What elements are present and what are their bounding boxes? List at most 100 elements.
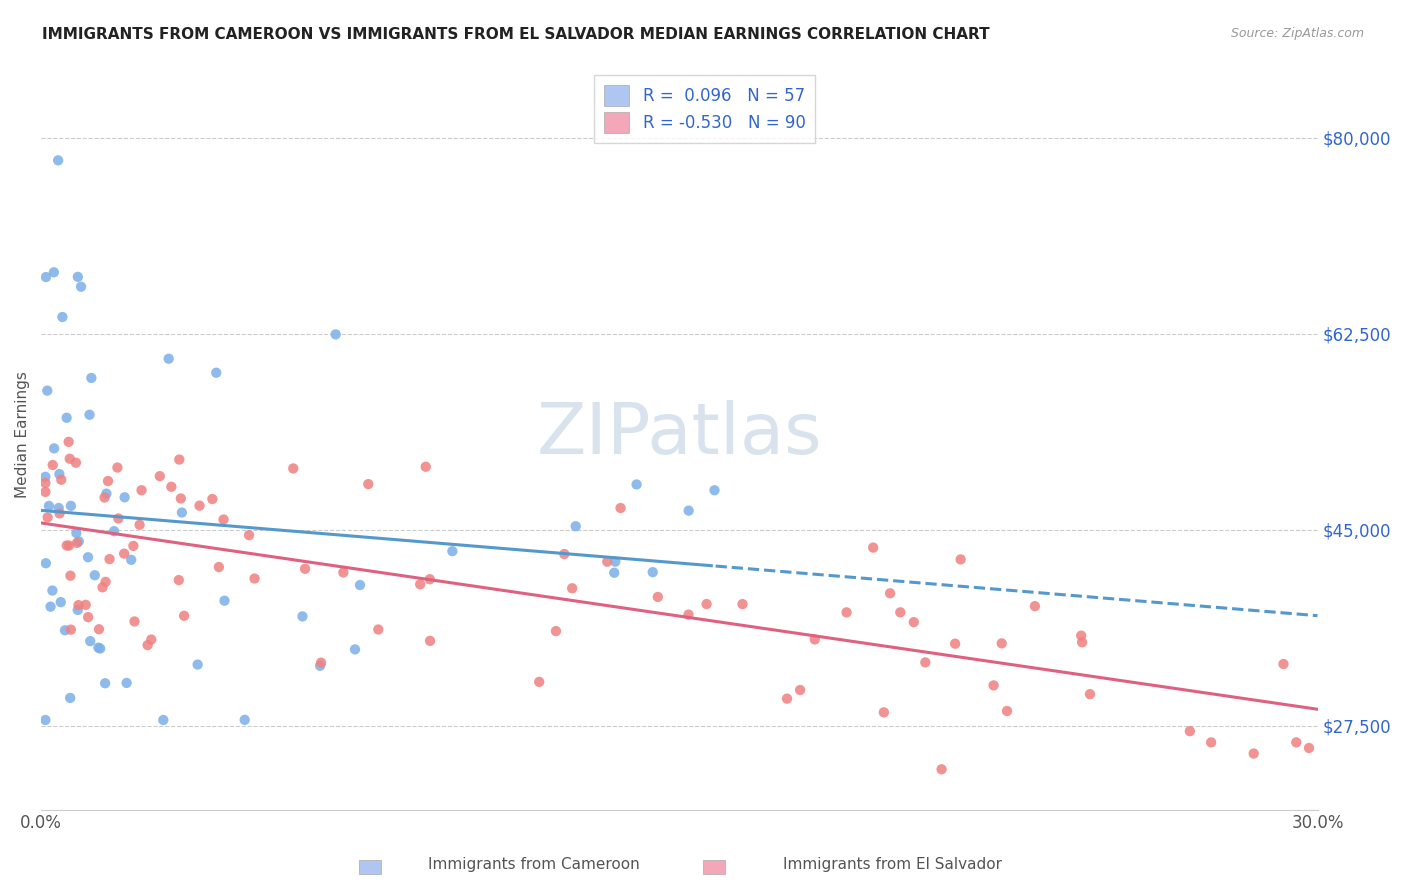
Point bbox=[873, 706, 896, 720]
Point bbox=[789, 683, 811, 698]
Point bbox=[776, 691, 799, 706]
Point bbox=[157, 351, 180, 366]
Text: Source: ZipAtlas.com: Source: ZipAtlas.com bbox=[1230, 27, 1364, 40]
Point bbox=[983, 678, 1005, 692]
Point bbox=[38, 499, 60, 513]
Point bbox=[122, 539, 145, 553]
Point bbox=[41, 583, 63, 598]
Text: ZIPatlas: ZIPatlas bbox=[537, 401, 823, 469]
Point bbox=[419, 633, 441, 648]
Point bbox=[58, 434, 80, 449]
Point bbox=[1078, 687, 1101, 701]
Point bbox=[39, 599, 62, 614]
Point bbox=[1024, 599, 1046, 614]
Point bbox=[107, 511, 129, 525]
Point bbox=[94, 676, 117, 690]
Point bbox=[309, 656, 332, 670]
Point bbox=[75, 598, 97, 612]
Point bbox=[167, 573, 190, 587]
Point bbox=[626, 477, 648, 491]
Point bbox=[914, 656, 936, 670]
Point bbox=[544, 624, 567, 639]
Point bbox=[55, 539, 77, 553]
Point bbox=[283, 461, 305, 475]
Point bbox=[103, 524, 125, 539]
Point bbox=[89, 641, 111, 656]
Point bbox=[124, 615, 146, 629]
Point bbox=[58, 539, 80, 553]
Point bbox=[46, 153, 69, 168]
Point bbox=[995, 704, 1018, 718]
Point bbox=[80, 371, 103, 385]
Point bbox=[931, 762, 953, 776]
Point bbox=[564, 519, 586, 533]
Point bbox=[332, 566, 354, 580]
Point bbox=[1199, 735, 1222, 749]
Point bbox=[170, 491, 193, 506]
Point bbox=[990, 636, 1012, 650]
Point bbox=[214, 593, 236, 607]
Point bbox=[1298, 741, 1320, 756]
Point bbox=[51, 310, 73, 324]
Point bbox=[42, 458, 65, 472]
Point bbox=[325, 327, 347, 342]
Point bbox=[152, 713, 174, 727]
Point bbox=[357, 477, 380, 491]
Point bbox=[678, 503, 700, 517]
Point bbox=[208, 560, 231, 574]
Point bbox=[173, 608, 195, 623]
Point bbox=[603, 566, 626, 580]
Point bbox=[48, 507, 70, 521]
Point bbox=[87, 640, 110, 655]
Point bbox=[34, 475, 56, 490]
Point bbox=[367, 623, 389, 637]
Point bbox=[1243, 747, 1265, 761]
Text: Immigrants from El Salvador: Immigrants from El Salvador bbox=[783, 857, 1002, 872]
Point bbox=[1285, 735, 1308, 749]
Point bbox=[94, 574, 117, 589]
Point bbox=[943, 637, 966, 651]
Point bbox=[889, 605, 911, 619]
Point bbox=[294, 562, 316, 576]
Point bbox=[596, 555, 619, 569]
Point bbox=[42, 442, 65, 456]
Point bbox=[187, 657, 209, 672]
Point bbox=[803, 632, 825, 647]
Point bbox=[949, 552, 972, 566]
Point bbox=[67, 598, 90, 612]
Point bbox=[862, 541, 884, 555]
Point bbox=[419, 572, 441, 586]
Point bbox=[114, 490, 136, 504]
Point bbox=[309, 658, 332, 673]
Point bbox=[903, 615, 925, 629]
Point bbox=[34, 484, 56, 499]
Point bbox=[59, 690, 82, 705]
Point bbox=[66, 536, 89, 550]
Point bbox=[66, 603, 89, 617]
Point bbox=[93, 491, 115, 505]
Point bbox=[731, 597, 754, 611]
Point bbox=[170, 506, 193, 520]
Point bbox=[59, 451, 82, 466]
Point bbox=[67, 534, 90, 549]
Point bbox=[55, 410, 77, 425]
Point bbox=[703, 483, 725, 498]
Point bbox=[34, 470, 56, 484]
Point bbox=[212, 512, 235, 526]
Point bbox=[343, 642, 366, 657]
Point bbox=[112, 547, 135, 561]
Point bbox=[66, 269, 89, 284]
Point bbox=[647, 590, 669, 604]
Point bbox=[678, 607, 700, 622]
Point bbox=[291, 609, 314, 624]
Point bbox=[409, 577, 432, 591]
Point bbox=[59, 568, 82, 582]
Point bbox=[87, 622, 110, 636]
Point bbox=[35, 556, 58, 570]
Point bbox=[37, 384, 59, 398]
Point bbox=[96, 486, 118, 500]
Point bbox=[233, 713, 256, 727]
Text: Immigrants from Cameroon: Immigrants from Cameroon bbox=[429, 857, 640, 872]
Point bbox=[641, 565, 664, 579]
Point bbox=[1272, 657, 1295, 671]
